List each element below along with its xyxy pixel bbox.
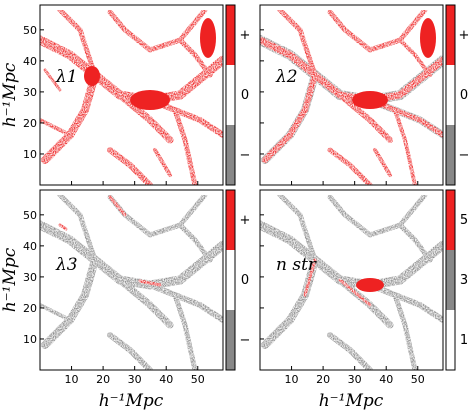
y-tick-label: 20	[23, 117, 37, 130]
field-map-nstr	[260, 192, 443, 370]
y-tick-label: 10	[23, 333, 37, 346]
field-map-lambda3	[40, 192, 223, 370]
colorbar-label-top: +	[459, 28, 470, 43]
colorbar-lambda2: + 0 −	[445, 4, 470, 186]
y-tick-label: 50	[23, 24, 37, 37]
colorbar-label-mid: 0	[241, 88, 249, 103]
colorbar-label-bottom: −	[240, 148, 251, 163]
y-tick-label: 20	[23, 302, 37, 315]
panel-label-lambda3: λ3	[55, 255, 78, 275]
x-axis-label-left: h⁻¹Mpc	[99, 391, 164, 411]
panel-label-nstr: n str	[276, 255, 317, 275]
x-tick-label: 30	[128, 373, 142, 386]
field-map-lambda2	[260, 7, 443, 185]
x-tick-label: 10	[285, 373, 299, 386]
y-axis-label-top: h⁻¹Mpc	[0, 62, 20, 127]
field-map-lambda1	[40, 7, 223, 185]
colorbar-label-mid: 0	[241, 273, 249, 288]
colorbar-nstr: 5 3 1	[445, 189, 468, 371]
colorbar-label-mid: 0	[460, 88, 468, 103]
colorbar-label-top: +	[240, 28, 251, 43]
x-tick-label: 20	[316, 373, 330, 386]
y-tick-label: 30	[23, 271, 37, 284]
x-tick-label: 50	[191, 373, 205, 386]
x-tick-label: 40	[159, 373, 173, 386]
colorbar-label-bottom: −	[240, 333, 251, 348]
x-tick-label: 40	[379, 373, 393, 386]
y-axis-label-bottom: h⁻¹Mpc	[0, 247, 20, 312]
x-tick-label: 20	[96, 373, 110, 386]
x-axis-label-right: h⁻¹Mpc	[319, 391, 384, 411]
colorbar-label-bottom: −	[459, 148, 470, 163]
colorbar-lambda3: + 0 −	[225, 189, 251, 371]
colorbar-label-bottom: 1	[460, 333, 468, 348]
panel-lambda3: λ3	[39, 189, 224, 371]
y-tick-label: 50	[23, 209, 37, 222]
x-tick-label: 50	[411, 373, 425, 386]
panel-label-lambda1: λ1	[55, 67, 78, 87]
y-tick-label: 30	[23, 86, 37, 99]
panel-lambda2: λ2	[259, 4, 444, 186]
panel-lambda1: λ1	[39, 4, 224, 186]
colorbar-label-top: 5	[460, 213, 468, 228]
y-tick-label: 10	[23, 148, 37, 161]
colorbar-label-top: +	[240, 213, 251, 228]
y-tick-label: 40	[23, 240, 37, 253]
colorbar-lambda1: + 0 −	[225, 4, 251, 186]
y-tick-label: 40	[23, 55, 37, 68]
colorbar-label-mid: 3	[460, 273, 468, 288]
x-tick-label: 30	[348, 373, 362, 386]
panel-nstr: n str	[259, 189, 444, 371]
x-tick-label: 10	[65, 373, 79, 386]
axis-ticks: 10 20 30 40 50 10 20 30 40 50 10 20 30 40 50 10 20 30 40 50	[23, 24, 425, 386]
panel-label-lambda2: λ2	[275, 67, 298, 87]
